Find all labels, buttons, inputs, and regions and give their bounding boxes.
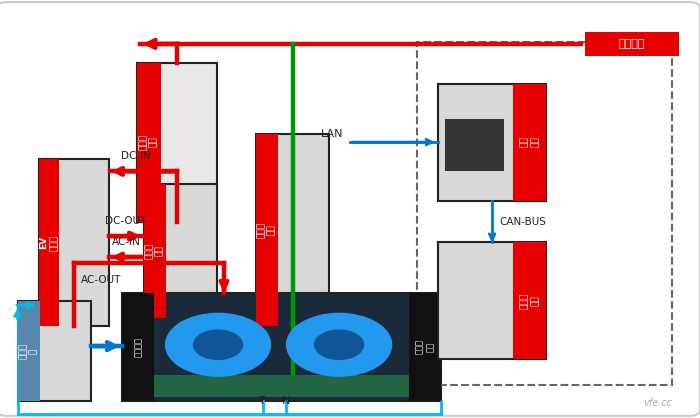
FancyBboxPatch shape — [514, 242, 546, 359]
Text: 加载测
功机: 加载测 功机 — [415, 339, 435, 354]
FancyBboxPatch shape — [144, 184, 217, 318]
Text: 数据
主机: 数据 主机 — [520, 137, 540, 148]
Text: 试验上
位机: 试验上 位机 — [520, 293, 540, 309]
Circle shape — [286, 314, 391, 376]
Text: 测功机
控制: 测功机 控制 — [257, 222, 276, 238]
Text: N: N — [281, 396, 290, 406]
Text: vfe.cc: vfe.cc — [643, 398, 672, 408]
FancyBboxPatch shape — [514, 84, 546, 201]
FancyBboxPatch shape — [38, 159, 60, 326]
FancyBboxPatch shape — [122, 293, 154, 401]
Text: AC-IN: AC-IN — [111, 237, 141, 247]
Text: AC-OUT: AC-OUT — [80, 275, 121, 285]
Text: DC-OUT: DC-OUT — [105, 216, 147, 226]
Text: T: T — [259, 396, 266, 406]
Text: LAN: LAN — [321, 129, 343, 139]
FancyBboxPatch shape — [122, 293, 441, 401]
Circle shape — [314, 330, 363, 359]
FancyBboxPatch shape — [444, 119, 504, 171]
FancyBboxPatch shape — [154, 375, 409, 397]
Circle shape — [193, 330, 243, 359]
Text: 电源进线: 电源进线 — [619, 39, 645, 49]
Text: 电池模
拟器: 电池模 拟器 — [139, 134, 158, 150]
Text: 电机控
制器: 电机控 制器 — [145, 243, 164, 259]
FancyBboxPatch shape — [438, 84, 546, 201]
FancyBboxPatch shape — [409, 293, 441, 401]
FancyBboxPatch shape — [144, 184, 165, 318]
FancyBboxPatch shape — [136, 63, 217, 222]
FancyBboxPatch shape — [584, 32, 679, 56]
Text: CAN-BUS: CAN-BUS — [499, 217, 546, 227]
FancyBboxPatch shape — [18, 301, 91, 401]
FancyBboxPatch shape — [38, 159, 108, 326]
Text: 被试电机: 被试电机 — [134, 337, 143, 357]
Text: EV
测试柜: EV 测试柜 — [39, 234, 59, 250]
FancyBboxPatch shape — [256, 134, 329, 326]
FancyBboxPatch shape — [18, 301, 40, 401]
FancyBboxPatch shape — [438, 242, 546, 359]
FancyBboxPatch shape — [136, 63, 161, 222]
Text: DC-IN: DC-IN — [120, 151, 150, 161]
Text: 水冷系
统: 水冷系 统 — [19, 343, 38, 359]
Circle shape — [166, 314, 270, 376]
FancyBboxPatch shape — [256, 134, 277, 326]
